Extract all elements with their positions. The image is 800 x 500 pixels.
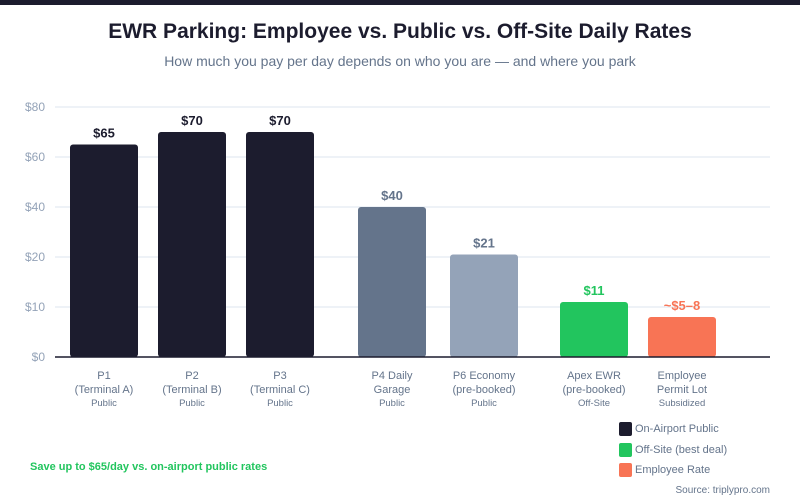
legend-label: Employee Rate: [635, 464, 711, 477]
x-label-type: Off-Site: [578, 398, 610, 409]
bar: [450, 254, 518, 357]
data-label: $70: [269, 113, 291, 128]
legend-label: On-Airport Public: [635, 423, 719, 436]
x-label-type: Public: [379, 398, 405, 409]
x-label-sub: (Terminal A): [75, 384, 134, 396]
bar: [158, 132, 226, 357]
x-label-sub: Permit Lot: [657, 384, 707, 396]
legend-swatch: [619, 442, 632, 457]
x-label: P4 Daily: [372, 370, 413, 382]
y-tick-label: $0: [32, 350, 46, 364]
x-label-sub: (Terminal B): [162, 384, 221, 396]
y-tick-label: $10: [25, 300, 45, 314]
legend-label: Off-Site (best deal): [635, 443, 728, 456]
x-label: P1: [97, 370, 110, 382]
x-label-type: Public: [91, 398, 117, 409]
data-label: ~$5–8: [664, 298, 701, 313]
bar: [70, 144, 138, 357]
data-label: $11: [584, 283, 605, 298]
legend-item-off-site: Off-Site (best deal): [619, 440, 727, 461]
x-label-type: Public: [179, 398, 205, 409]
bar: [246, 132, 314, 357]
top-accent-bar: [0, 0, 800, 5]
data-label: $65: [93, 126, 115, 141]
x-label: Apex EWR: [567, 370, 621, 382]
source-note: Source: triplypro.com: [675, 485, 770, 496]
savings-callout: Save up to $65/day vs. on-airport public…: [30, 461, 268, 473]
legend-item-on-airport: On-Airport Public: [619, 419, 727, 440]
chart-title: EWR Parking: Employee vs. Public vs. Off…: [108, 20, 692, 43]
x-label-sub: (Terminal C): [250, 384, 310, 396]
data-label: $21: [473, 236, 495, 251]
x-label-sub: (pre-booked): [453, 384, 516, 396]
x-label: P3: [273, 370, 286, 382]
y-tick-label: $60: [25, 150, 45, 164]
x-label: Employee: [658, 370, 707, 382]
x-label-sub: Garage: [374, 384, 411, 396]
bar: [560, 302, 628, 357]
x-label: P2: [185, 370, 198, 382]
data-label: $40: [381, 188, 403, 203]
legend-item-employee: Employee Rate: [619, 460, 727, 481]
y-tick-label: $20: [25, 250, 45, 264]
data-label: $70: [181, 113, 203, 128]
x-label: P6 Economy: [453, 370, 516, 382]
y-tick-label: $80: [25, 100, 45, 114]
x-label-sub: (pre-booked): [563, 384, 626, 396]
chart-subtitle: How much you pay per day depends on who …: [164, 53, 636, 69]
x-label-type: Public: [267, 398, 293, 409]
bar: [648, 317, 716, 357]
x-label-type: Public: [471, 398, 497, 409]
legend-swatch: [619, 463, 632, 478]
legend: On-Airport Public Off-Site (best deal) E…: [619, 419, 727, 481]
x-label-type: Subsidized: [659, 398, 705, 409]
legend-swatch: [619, 422, 632, 437]
bar: [358, 207, 426, 357]
y-tick-label: $40: [25, 200, 45, 214]
